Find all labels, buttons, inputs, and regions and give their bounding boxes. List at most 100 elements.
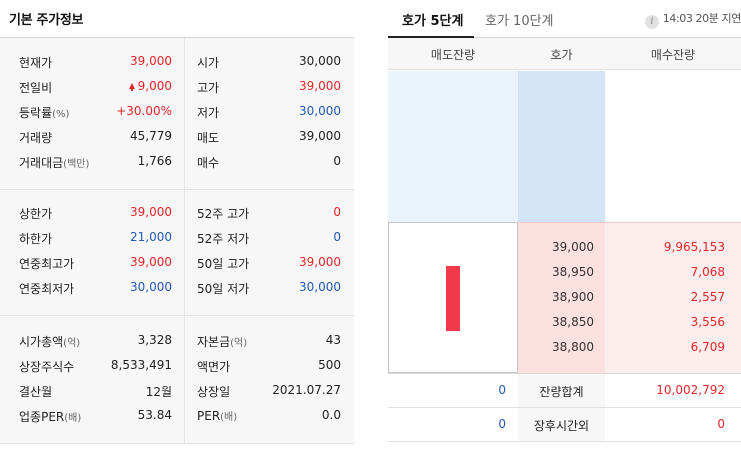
label-50d-low: 50일 저가 — [197, 282, 250, 296]
section-divider — [0, 315, 354, 316]
label-ask: 매도 — [197, 131, 220, 145]
bid-row[interactable]: 38,850 3,556 — [518, 310, 741, 335]
column-divider — [184, 316, 185, 443]
bid-divider — [518, 222, 741, 223]
info-row: 전일비 9,000 고가 39,000 — [0, 75, 354, 100]
value-current-price: 39,000 — [130, 54, 172, 68]
delay-notice: i 14:03 20분 지연 — [644, 10, 741, 29]
value-52w-low: 0 — [333, 230, 341, 244]
info-row: 업종PER(배) 53.84 PER(배) 0.0 — [0, 404, 354, 429]
header-buy-qty: 매수잔량 — [650, 48, 696, 62]
after-hours-label: 장후시간외 — [518, 408, 605, 441]
bid-price: 38,950 — [552, 265, 594, 279]
basic-info-title: 기본 주가정보 — [9, 13, 84, 28]
value-volume: 45,779 — [130, 129, 172, 143]
label-fiscal-month: 결산월 — [19, 385, 53, 399]
orderbook-panel: 호가 5단계 호가 10단계 i 14:03 20분 지연 매도잔량 호가 매수잔… — [388, 0, 741, 451]
value-50d-high: 39,000 — [299, 255, 341, 269]
label-year-high: 연중최고가 — [19, 257, 75, 271]
bid-buy-area — [605, 222, 741, 373]
label-industry-per: 업종PER(배) — [19, 410, 82, 424]
after-sell-qty: 0 — [498, 417, 506, 431]
info-row: 거래대금(백만) 1,766 매수 0 — [0, 150, 354, 175]
info-row: 연중최고가 39,000 50일 고가 39,000 — [0, 251, 354, 276]
section-divider — [0, 189, 354, 190]
value-listing-date: 2021.07.27 — [272, 383, 341, 397]
info-row: 결산월 12월 상장일 2021.07.27 — [0, 379, 354, 404]
label-52w-low: 52주 저가 — [197, 232, 250, 246]
value-50d-low: 30,000 — [299, 280, 341, 294]
column-divider — [184, 190, 185, 315]
info-row: 하한가 21,000 52주 저가 0 — [0, 226, 354, 251]
label-current-price: 현재가 — [19, 56, 53, 70]
value-high: 39,000 — [299, 79, 341, 93]
value-bid: 0 — [333, 154, 341, 168]
bid-price-area — [518, 222, 605, 373]
summary-divider — [388, 373, 741, 374]
info-row: 현재가 39,000 시가 30,000 — [0, 50, 354, 75]
header-price: 호가 — [550, 48, 573, 62]
bid-qty: 9,965,153 — [663, 240, 725, 254]
info-row: 상한가 39,000 52주 고가 0 — [0, 201, 354, 226]
bid-qty: 3,556 — [690, 315, 725, 329]
price-section — [0, 38, 354, 189]
value-fiscal-month: 12월 — [145, 385, 172, 399]
label-listed-shares: 상장주식수 — [19, 360, 75, 374]
value-lower-limit: 21,000 — [130, 230, 172, 244]
bid-qty: 6,709 — [690, 340, 725, 354]
ask-sell-area — [388, 71, 518, 222]
info-icon[interactable]: i — [644, 15, 659, 29]
label-change: 전일비 — [19, 81, 53, 95]
total-sell-qty: 0 — [498, 383, 506, 397]
label-open: 시가 — [197, 56, 220, 70]
active-tab-indicator — [388, 36, 474, 38]
ask-price-area — [518, 71, 605, 222]
limit-section — [0, 190, 354, 315]
bid-row[interactable]: 38,950 7,068 — [518, 260, 741, 285]
bid-row[interactable]: 38,800 6,709 — [518, 335, 741, 360]
label-par-value: 액면가 — [197, 360, 231, 374]
bid-row[interactable]: 39,000 9,965,153 — [518, 235, 741, 260]
value-open: 30,000 — [299, 54, 341, 68]
label-upper-limit: 상한가 — [19, 207, 53, 221]
label-low: 저가 — [197, 106, 220, 120]
bid-price: 38,850 — [552, 315, 594, 329]
up-arrow-icon — [128, 83, 135, 91]
value-change: 9,000 — [128, 79, 172, 93]
header-sell-qty: 매도잔량 — [430, 48, 476, 62]
info-row: 등락률(%) +30.00% 저가 30,000 — [0, 100, 354, 125]
value-low: 30,000 — [299, 104, 341, 118]
tab-orderbook-10[interactable]: 호가 10단계 — [485, 14, 554, 29]
bid-row[interactable]: 38,900 2,557 — [518, 285, 741, 310]
info-row: 거래량 45,779 매도 39,000 — [0, 125, 354, 150]
label-trade-amount: 거래대금(백만) — [19, 156, 90, 170]
label-volume: 거래량 — [19, 131, 53, 145]
value-year-high: 39,000 — [130, 255, 172, 269]
label-high: 고가 — [197, 81, 220, 95]
total-row: 0 잔량합계 10,002,792 — [388, 374, 741, 408]
value-capital: 43 — [325, 333, 341, 347]
label-lower-limit: 하한가 — [19, 232, 53, 246]
total-buy-qty: 10,002,792 — [656, 383, 725, 397]
after-hours-row: 0 장후시간외 0 — [388, 408, 741, 442]
label-50d-high: 50일 고가 — [197, 257, 250, 271]
tab-orderbook-5[interactable]: 호가 5단계 — [402, 14, 464, 29]
value-year-low: 30,000 — [130, 280, 172, 294]
info-row: 시가총액(억) 3,328 자본금(억) 43 — [0, 329, 354, 354]
column-divider — [184, 38, 185, 189]
value-change-rate: +30.00% — [116, 104, 172, 118]
value-par-value: 500 — [318, 358, 341, 372]
tab-divider — [388, 37, 741, 38]
value-industry-per: 53.84 — [137, 408, 172, 422]
label-bid: 매수 — [197, 156, 220, 170]
bid-price: 39,000 — [552, 240, 594, 254]
section-divider — [0, 443, 354, 444]
total-label: 잔량합계 — [518, 374, 605, 407]
label-market-cap: 시가총액(억) — [19, 335, 81, 349]
value-per: 0.0 — [321, 408, 341, 422]
bid-qty: 7,068 — [690, 265, 725, 279]
value-ask: 39,000 — [299, 129, 341, 143]
after-buy-qty: 0 — [717, 417, 725, 431]
label-year-low: 연중최저가 — [19, 282, 75, 296]
candle-bar — [446, 266, 460, 331]
